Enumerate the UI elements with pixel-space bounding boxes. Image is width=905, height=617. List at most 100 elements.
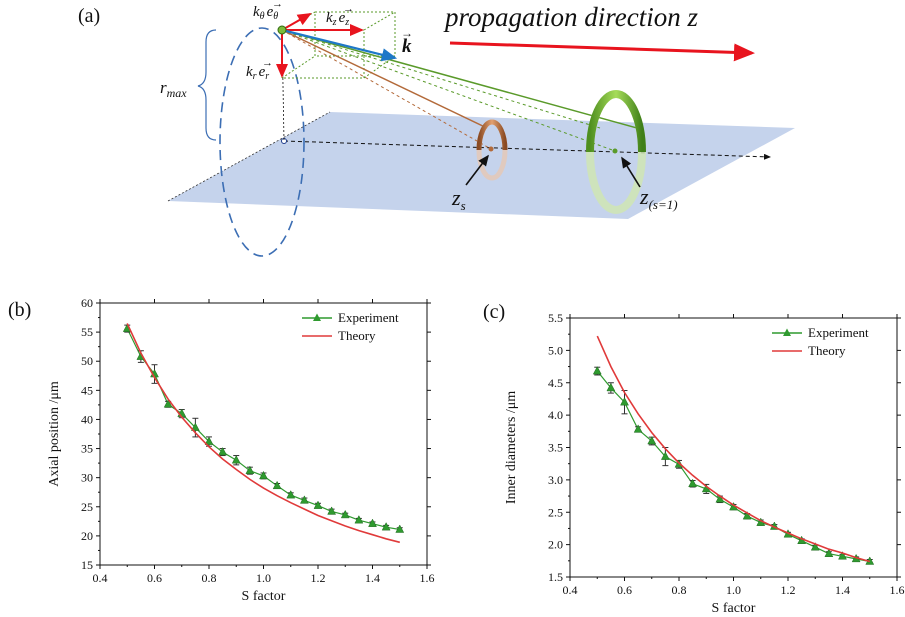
x-tick-label: 1.6 [420,571,435,585]
data-point-triangle [620,397,629,406]
data-point-triangle [259,470,268,480]
source-point [277,25,287,35]
y-tick-label: 1.5 [548,570,563,584]
data-point-triangle [592,366,602,375]
data-point-triangle [715,494,725,503]
x-tick-label: 0.6 [617,583,632,597]
chart-b: (b) 0.4 0.6 0.8 1.0 1.2 1.4 1.6 15 20 25 30 35 40 45 50… [8,296,435,604]
x-tick-label: 1.6 [890,583,905,597]
data-point-triangle [245,465,255,474]
series-line-theory [126,323,400,544]
y-tick-label: 3.0 [548,473,563,487]
y-tick-label: 5.5 [548,311,563,325]
data-point-triangle [647,435,657,445]
data-point-triangle [742,511,752,520]
legend-label: Theory [338,328,376,343]
k-theta-label: kθ eθ [253,4,278,22]
y-tick-label: 3.5 [548,441,563,455]
y-tick-label: 55 [81,325,93,339]
x-axis-label: S factor [242,589,286,604]
x-axis-label: S factor [712,601,756,616]
z-s1-label: z(s=1) [639,184,678,212]
k-z-vec-bar: → [343,3,354,15]
ray-green-center [281,29,616,152]
z-s-label: zs [451,185,466,213]
x-tick-label: 0.6 [147,571,162,585]
y-tick-label: 50 [81,354,93,368]
k-r-vec-bar: → [262,57,273,69]
legend-label: Experiment [338,310,399,325]
y-tick-label: 4.0 [548,408,563,422]
series-line-theory [596,335,871,563]
panel-a-label: (a) [78,5,100,27]
y-tick-label: 60 [81,296,93,310]
x-tick-label: 1.2 [781,583,796,597]
legend-label: Theory [808,343,846,358]
data-point-triangle [163,399,173,408]
data-point-triangle [606,382,616,392]
data-point-triangle [272,480,282,490]
data-point-triangle [368,518,377,527]
y-tick-label: 15 [81,558,93,572]
x-tick-label: 1.2 [311,571,326,585]
y-tick-label: 35 [81,442,93,456]
data-point-triangle [688,478,698,488]
plot-frame [569,317,898,578]
z-s-pointer [465,154,489,186]
data-point-triangle [381,522,391,531]
data-point-triangle [340,509,350,519]
data-point-triangle [824,548,834,557]
r-max-brace [197,29,217,141]
y-tick-label: 30 [81,471,93,485]
data-point-triangle [204,436,214,445]
chart-c: (c) 0.4 0.6 0.8 1.0 1.2 1.4 1.6 1.5 2.0 2.5 3.0 3.5 4… [483,301,905,616]
panel-a: (a) rmax [78,0,795,257]
data-point-triangle [286,490,296,499]
data-point-triangle [299,495,309,504]
y-axis-label: Inner diameters /μm [504,391,519,504]
data-point-triangle [838,551,847,560]
ray-brown-outer [281,29,488,129]
k-vector-label: k [402,36,412,57]
y-tick-label: 45 [81,383,93,397]
ring-large [586,90,646,214]
x-tick-label: 0.8 [672,583,687,597]
legend-marker-triangle [313,313,321,321]
k-theta-arrow [281,13,312,31]
propagation-arrow [449,41,755,62]
y-tick-label: 2.0 [548,538,563,552]
data-point-triangle [354,515,364,524]
y-tick-label: 20 [81,529,93,543]
x-tick-label: 0.4 [93,571,108,585]
data-point-triangle [218,447,228,456]
k-vector-arrowhead-glyph: → [401,26,413,40]
data-point-triangle [633,424,643,433]
ray-brown-center [281,29,492,150]
data-point-triangle [395,524,405,533]
k-r-label: kr er [246,64,269,82]
k-vector-arrow [281,28,398,62]
x-tick-label: 0.8 [202,571,217,585]
source-drop-line [281,29,285,142]
k-z-label: kz ez [326,10,349,28]
y-tick-label: 4.5 [548,376,563,390]
x-tick-label: 1.4 [365,571,380,585]
data-point-triangle [313,500,323,509]
ray-green-outer [281,29,638,129]
x-tick-label: 1.0 [256,571,271,585]
plane-back-edge-dashed [167,111,331,202]
aperture-ellipse [219,27,305,257]
z-s1-pointer [621,156,641,188]
k-theta-vec-bar: → [272,0,283,10]
panel-label: (b) [8,299,31,321]
r-max-label: rmax [160,78,187,100]
x-tick-label: 0.4 [563,583,578,597]
y-tick-label: 40 [81,412,93,426]
legend-label: Experiment [808,325,869,340]
data-point-triangle [810,542,820,551]
data-point-triangle [231,455,241,464]
x-tick-label: 1.0 [726,583,741,597]
data-point-triangle [660,451,670,460]
y-axis-label: Axial position /μm [47,381,62,487]
